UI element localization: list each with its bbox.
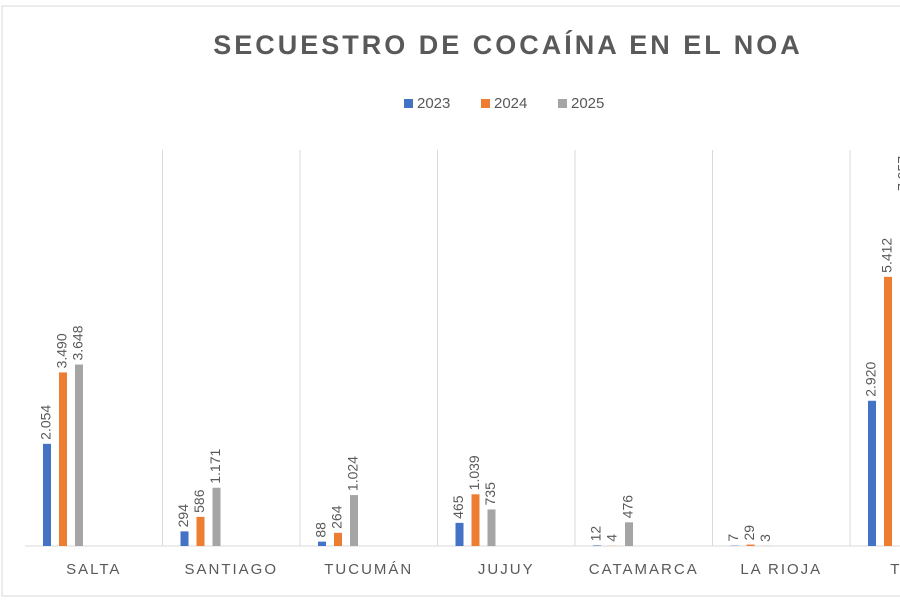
data-label: 1.024 <box>345 456 361 491</box>
bar <box>318 541 326 546</box>
legend-label: 2025 <box>571 95 604 112</box>
bar <box>455 522 464 546</box>
bar <box>746 544 755 546</box>
x-tick-label: SALTA <box>66 561 121 578</box>
x-tick-label: SANTIAGO <box>184 561 278 578</box>
data-label: 3 <box>757 534 773 542</box>
data-label: 264 <box>329 505 345 529</box>
x-tick-label: JUJUY <box>478 561 535 578</box>
legend-swatch <box>558 99 567 108</box>
data-label: 1.171 <box>207 449 223 484</box>
bar <box>334 532 342 546</box>
bar <box>593 545 601 546</box>
legend-label: 2024 <box>494 95 527 112</box>
data-label: 465 <box>450 495 466 519</box>
bar <box>59 372 67 546</box>
data-label: 12 <box>588 526 604 542</box>
bar <box>625 522 633 546</box>
data-label: 2.054 <box>38 405 54 440</box>
legend-label: 2023 <box>417 95 450 112</box>
data-label: 2.920 <box>863 362 879 397</box>
data-label: 4 <box>604 534 620 542</box>
legend-swatch <box>404 99 413 108</box>
bar <box>350 495 358 546</box>
bar <box>884 276 892 546</box>
legend-swatch <box>481 99 490 108</box>
data-label: 735 <box>482 482 498 506</box>
data-label: 7 <box>725 534 741 542</box>
data-label: 7.057 <box>895 156 900 191</box>
bar <box>43 443 51 546</box>
bar <box>868 400 876 546</box>
bar <box>487 509 496 546</box>
bar <box>212 487 221 546</box>
x-tick-label: TUCUMÁN <box>324 561 413 578</box>
data-label: 5.412 <box>879 238 895 273</box>
bar <box>180 531 189 546</box>
bar <box>196 516 205 546</box>
data-label: 1.039 <box>466 455 482 490</box>
chart-frame <box>1 5 900 597</box>
data-label: 29 <box>741 525 757 541</box>
chart-title: SECUESTRO DE COCAÍNA EN EL NOA <box>213 29 803 60</box>
data-label: 3.648 <box>70 325 86 360</box>
bar <box>75 364 83 546</box>
data-label: 88 <box>313 522 329 538</box>
data-label: 476 <box>620 495 636 519</box>
x-tick-label: TOTAL <box>890 561 900 578</box>
bar <box>471 494 480 546</box>
x-tick-label: LA RIOJA <box>740 561 822 578</box>
x-tick-label: CATAMARCA <box>589 561 699 578</box>
data-label: 3.490 <box>54 333 70 368</box>
data-label: 294 <box>175 504 191 528</box>
data-label: 586 <box>191 489 207 513</box>
